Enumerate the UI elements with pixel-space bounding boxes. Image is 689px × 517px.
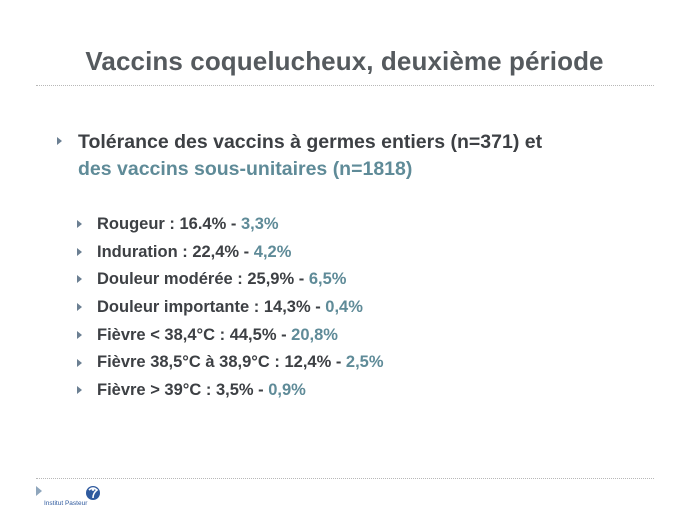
bullet-arrow-icon: [77, 359, 82, 367]
item-label: Fièvre 38,5°C à 38,9°C : 12,4% -: [97, 353, 346, 372]
item-value: 0,9%: [268, 381, 306, 400]
main-point-line-1: Tolérance des vaccins à germes entiers (…: [78, 131, 543, 153]
main-point: Tolérance des vaccins à germes entiers (…: [78, 129, 638, 183]
item-label: Douleur modérée : 25,9% -: [97, 270, 309, 289]
list-item: Fièvre > 39°C : 3,5% - 0,9%: [97, 378, 384, 406]
title-divider: [36, 85, 654, 86]
bullet-arrow-icon: [57, 137, 62, 145]
bullet-arrow-icon: [77, 331, 82, 339]
item-label: Fièvre < 38,4°C : 44,5% -: [97, 325, 292, 344]
bullet-arrow-icon: [77, 386, 82, 394]
slide-title: Vaccins coquelucheux, deuxième période: [85, 46, 604, 76]
item-value: 6,5%: [308, 270, 347, 289]
bullet-arrow-icon: [77, 248, 82, 256]
item-label: Douleur importante : 14,3% -: [97, 298, 326, 317]
item-value: 4,2%: [253, 242, 292, 261]
list-item: Fièvre < 38,4°C : 44,5% - 20,8%: [97, 323, 384, 351]
list-item: Douleur modérée : 25,9% - 6,5%: [97, 267, 384, 295]
item-value: 0,4%: [325, 298, 363, 317]
item-label: Fièvre > 39°C : 3,5% -: [97, 381, 269, 400]
main-point-line-2: des vaccins sous-unitaires (n=1818): [78, 158, 413, 180]
footer-divider: [36, 478, 654, 479]
bullet-arrow-icon: [77, 275, 82, 283]
item-value: 20,8%: [291, 325, 338, 344]
bullet-arrow-icon: [77, 303, 82, 311]
institut-pasteur-logo: [36, 486, 100, 500]
list-item: Douleur importante : 14,3% - 0,4%: [97, 295, 384, 323]
logo-text: Institut Pasteur: [44, 500, 88, 507]
item-label: Rougeur : 16.4% -: [97, 215, 241, 233]
list-item: Rougeur : 16.4% - 3,3%: [97, 212, 384, 240]
list-item: Induration : 22,4% - 4,2%: [97, 240, 384, 268]
tolerance-list: Rougeur : 16.4% - 3,3% Induration : 22,4…: [97, 212, 384, 406]
item-value: 2,5%: [345, 353, 384, 372]
list-item: Fièvre 38,5°C à 38,9°C : 12,4% - 2,5%: [97, 350, 384, 378]
item-value: 3,3%: [240, 215, 279, 233]
item-label: Induration : 22,4% -: [97, 242, 254, 261]
bullet-arrow-icon: [77, 220, 82, 228]
